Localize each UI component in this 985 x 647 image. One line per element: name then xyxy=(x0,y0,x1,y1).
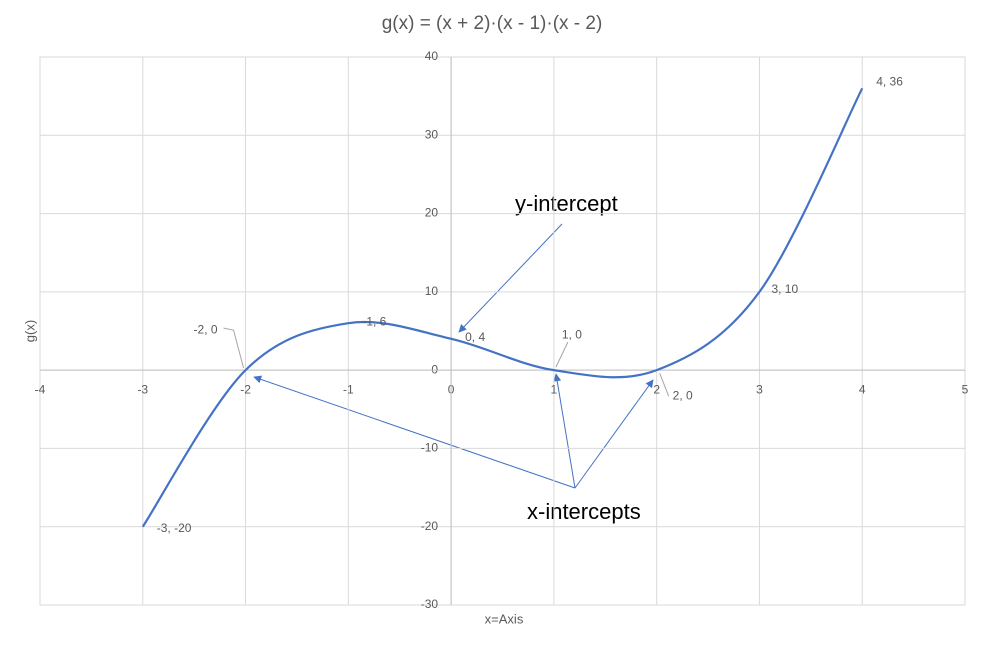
x-tick-label: -1 xyxy=(343,382,354,396)
data-label: -3, -20 xyxy=(157,521,192,535)
data-label: 2, 0 xyxy=(673,388,693,402)
y-tick-label: 10 xyxy=(425,284,439,298)
x-tick-label: 2 xyxy=(653,382,660,396)
x-tick-label: -2 xyxy=(240,382,251,396)
data-label: 1, 0 xyxy=(562,327,582,341)
leader-line xyxy=(659,372,670,397)
x-tick-label: 1 xyxy=(551,382,558,396)
y-tick-label: -20 xyxy=(421,519,439,533)
y-tick-label: 0 xyxy=(431,362,438,376)
x-tick-label: -3 xyxy=(137,382,148,396)
data-label: -2, 0 xyxy=(194,322,218,336)
annotation: x-intercepts xyxy=(527,499,641,524)
x-tick-label: -4 xyxy=(35,382,46,396)
y-tick-label: 40 xyxy=(425,49,439,63)
x-axis-title: x=Axis xyxy=(485,611,524,626)
data-label: 0, 4 xyxy=(465,330,485,344)
y-axis-title: g(x) xyxy=(22,320,37,342)
chart-title: g(x) = (x + 2)·(x - 1)·(x - 2) xyxy=(382,13,603,34)
x-tick-label: 4 xyxy=(859,382,866,396)
annotation: y-intercept xyxy=(515,191,618,216)
data-line xyxy=(141,87,864,528)
y-tick-label: 20 xyxy=(425,206,439,220)
x-tick-label: 3 xyxy=(756,382,763,396)
y-tick-label: -10 xyxy=(421,441,439,455)
leader-line xyxy=(223,327,245,369)
annotation-arrows xyxy=(253,223,654,489)
leader-line xyxy=(555,341,569,368)
y-tick-label: -30 xyxy=(421,597,439,611)
data-label: 4, 36 xyxy=(876,74,903,88)
y-tick-label: 30 xyxy=(425,127,439,141)
data-label: -1, 6 xyxy=(362,314,386,328)
data-label: 3, 10 xyxy=(771,282,798,296)
x-tick-label: 5 xyxy=(962,382,969,396)
